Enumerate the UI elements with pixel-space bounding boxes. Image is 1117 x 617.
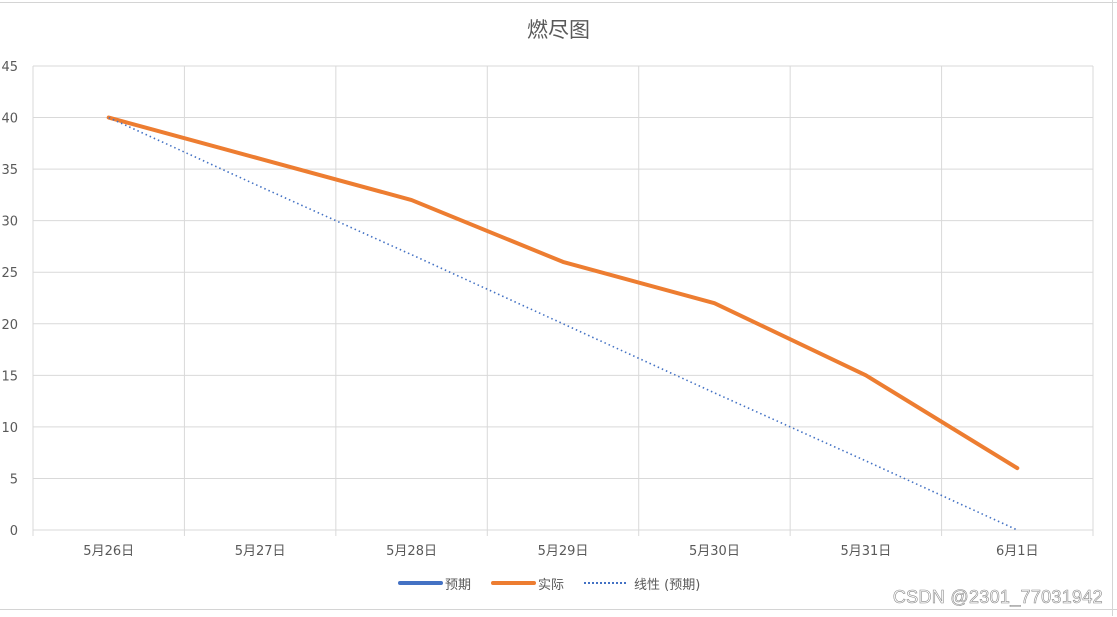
- y-tick-label: 10: [1, 421, 18, 436]
- legend-swatch-actual-icon: [491, 581, 537, 585]
- y-tick-label: 40: [1, 112, 18, 127]
- gridlines: [32, 65, 1094, 536]
- y-tick-label: 35: [1, 163, 18, 178]
- y-tick-label: 15: [1, 369, 18, 384]
- y-tick-label: 45: [1, 60, 18, 75]
- x-axis-ticks: 5月26日 5月27日 5月28日 5月29日 5月30日 5月31日 6月1日: [83, 544, 1038, 559]
- x-tick-label: 5月26日: [83, 544, 134, 559]
- watermark: CSDN @2301_77031942: [892, 587, 1103, 608]
- legend-label-trendline: 线性 (预期): [634, 577, 701, 593]
- legend-swatch-trendline-icon: [584, 582, 627, 584]
- sheet-gridline-right: [1112, 0, 1117, 616]
- legend-label-expected: 预期: [445, 577, 472, 593]
- x-tick-label: 5月29日: [538, 544, 589, 559]
- x-tick-label: 5月31日: [840, 544, 891, 559]
- y-tick-label: 25: [1, 266, 18, 281]
- chart-legend[interactable]: 预期 实际 线性 (预期): [398, 573, 720, 593]
- y-tick-label: 20: [1, 318, 18, 333]
- y-tick-label: 30: [1, 215, 18, 230]
- series-lines: [106, 115, 1020, 531]
- y-tick-label: 5: [10, 472, 18, 487]
- legend-label-actual: 实际: [538, 577, 565, 593]
- legend-swatch-expected-icon: [398, 581, 443, 585]
- y-tick-label: 0: [10, 524, 18, 539]
- x-tick-label: 6月1日: [996, 544, 1039, 559]
- legend-item-expected[interactable]: 预期: [398, 574, 471, 593]
- y-axis-ticks: 0 5 10 15 20 25 30 35 40 45: [1, 60, 18, 539]
- x-tick-label: 5月30日: [689, 544, 740, 559]
- series-line-1[interactable]: [106, 115, 1020, 471]
- legend-item-actual[interactable]: 实际: [491, 574, 564, 593]
- x-tick-label: 5月28日: [386, 544, 437, 559]
- x-tick-label: 5月27日: [235, 544, 286, 559]
- sheet-gridline-top: [0, 0, 1117, 3]
- sheet-gridline-bottom: [0, 609, 1117, 617]
- chart-title: 燃尽图: [527, 18, 590, 42]
- legend-item-trendline[interactable]: 线性 (预期): [584, 574, 700, 593]
